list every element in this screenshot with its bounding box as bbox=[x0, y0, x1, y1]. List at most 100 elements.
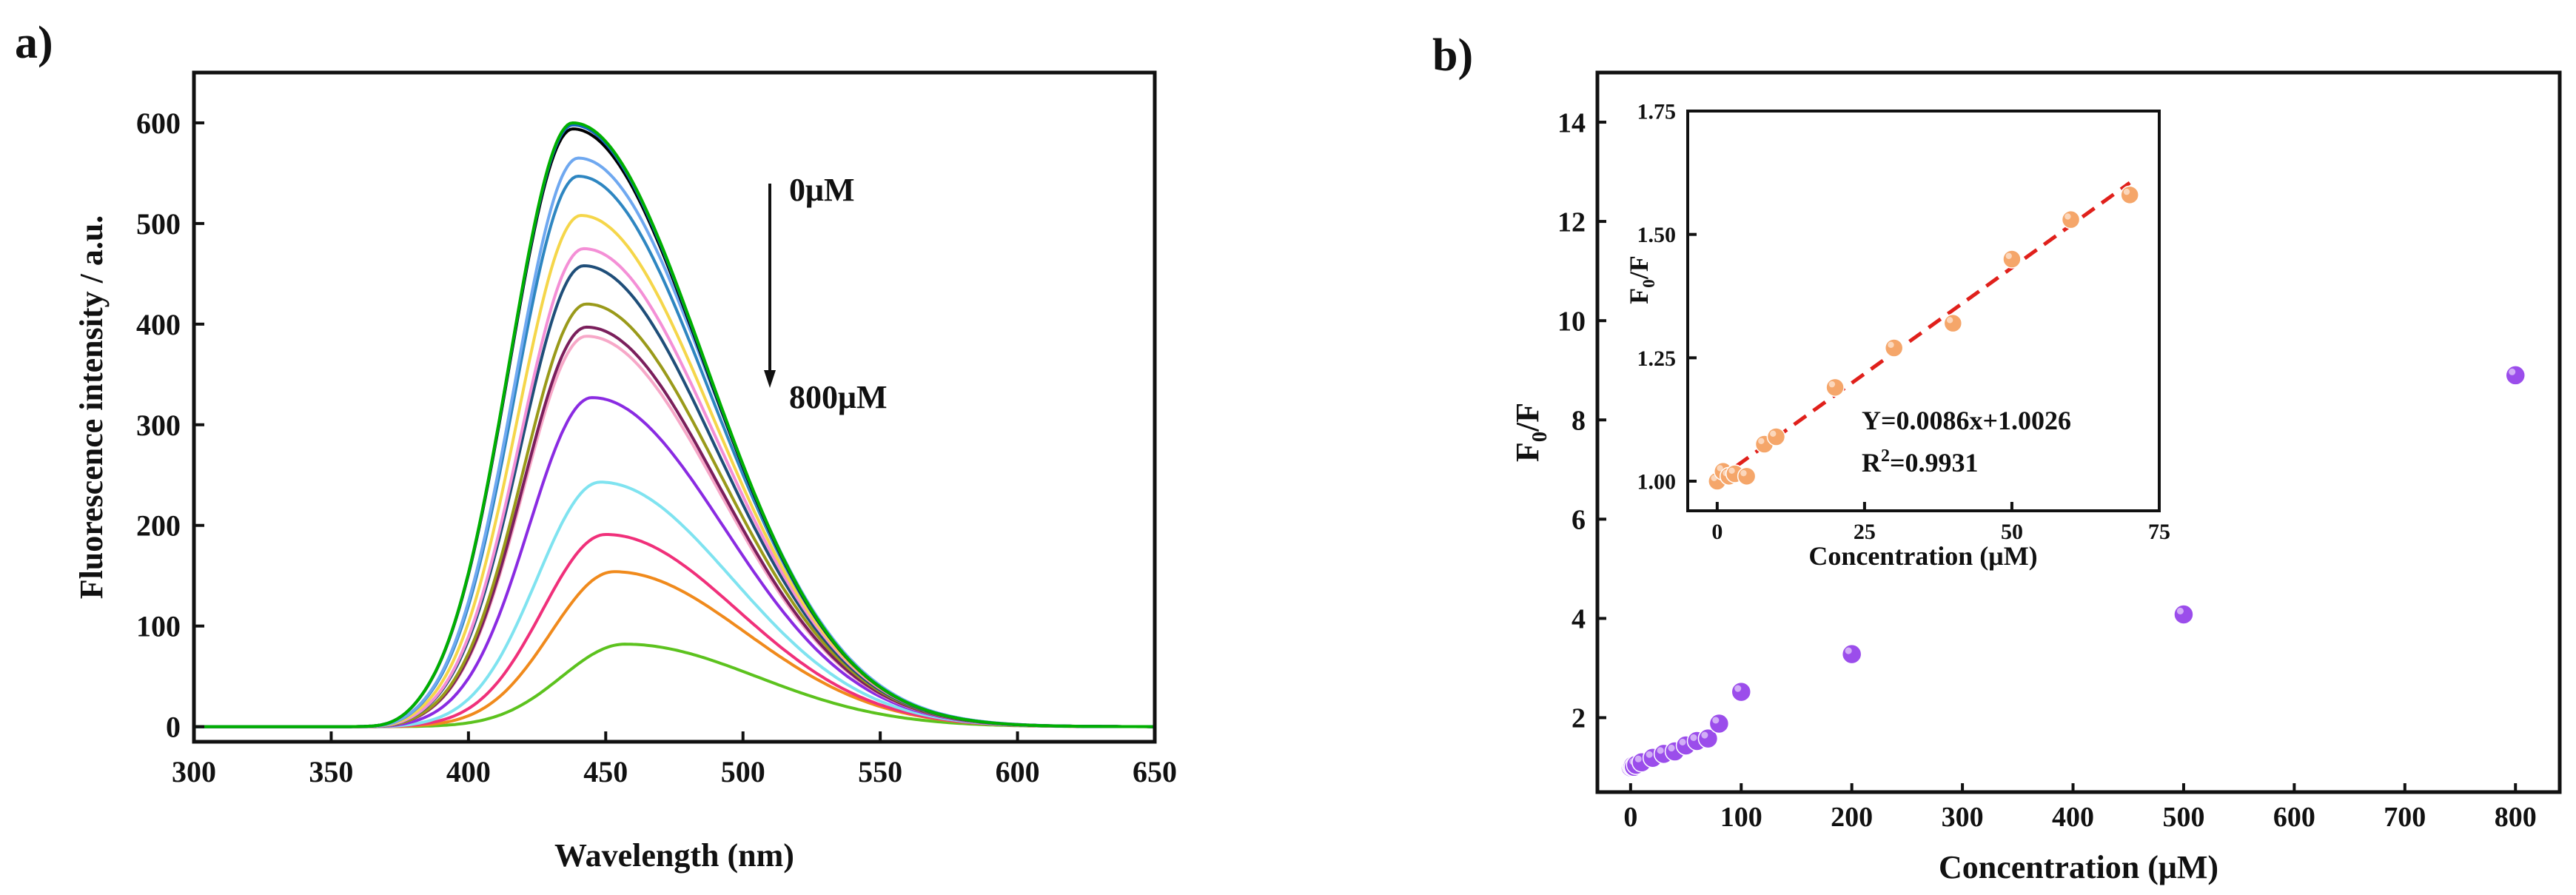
inset-y-tick-label: 1.50 bbox=[1637, 223, 1677, 247]
panel-b-y-tick-label: 14 bbox=[1557, 107, 1586, 138]
panel-b-plot-frame bbox=[1595, 70, 2562, 794]
panel-b-data-point-highlight bbox=[1657, 747, 1664, 754]
panel-a-label: a) bbox=[15, 18, 53, 68]
inset-data-point bbox=[1737, 466, 1757, 486]
inset-y-tick-label: 1.00 bbox=[1637, 470, 1677, 495]
panel-a-y-tick-label: 600 bbox=[136, 107, 181, 140]
inset-x-tick-label: 0 bbox=[1711, 520, 1723, 544]
panel-a-annotation-top: 0μM bbox=[789, 172, 854, 208]
panel-b-x-tick-label: 700 bbox=[2384, 802, 2426, 833]
inset-data-point-highlight bbox=[1888, 341, 1894, 348]
inset-x-tick-label: 75 bbox=[2148, 520, 2170, 544]
panel-b-data-point-highlight bbox=[1646, 751, 1653, 758]
panel-a-y-tick-label: 500 bbox=[136, 207, 181, 241]
inset-data-point bbox=[2002, 249, 2022, 269]
panel-b-data-point-highlight bbox=[1712, 717, 1720, 724]
spectrum-line-c16 bbox=[194, 643, 1155, 728]
spectrum-line-c3 bbox=[194, 127, 1155, 728]
panel-b-x-axis-label: Concentration (μM) bbox=[1939, 849, 2218, 885]
inset-data-point bbox=[1766, 427, 1786, 446]
panel-a-x-tick-label: 300 bbox=[172, 755, 216, 788]
spectrum-line-c13 bbox=[194, 480, 1155, 728]
inset-data-point-highlight bbox=[1828, 381, 1836, 388]
panel-b-y-tick-label: 4 bbox=[1572, 604, 1586, 635]
inset-chart: 0 25 50 75 1.00 1.25 1.50 1.75 Y=0.0086x+1.0026… bbox=[1624, 100, 2170, 571]
inset-data-point bbox=[2120, 185, 2139, 205]
panel-a-x-tick-label: 500 bbox=[721, 755, 765, 788]
panel-b-data-point-highlight bbox=[1679, 738, 1686, 745]
inset-x-axis-label: Concentration (μM) bbox=[1808, 541, 2037, 571]
panel-a-y-tick-label: 100 bbox=[136, 610, 181, 643]
panel-a-x-tick-label: 450 bbox=[583, 755, 628, 788]
inset-fit-line bbox=[1716, 181, 2131, 482]
panel-b-x-tick-label: 600 bbox=[2273, 802, 2315, 833]
panel-b-data-point-highlight bbox=[1634, 755, 1642, 762]
panel-a-annotation-bottom: 800μM bbox=[789, 379, 887, 415]
inset-data-point bbox=[1943, 313, 1963, 333]
panel-b-y-axis-label: F0/F bbox=[1509, 403, 1552, 462]
panel-b-data-point-highlight bbox=[2509, 368, 2516, 375]
panel-a-x-tick-label: 550 bbox=[858, 755, 902, 788]
panel-a-y-tick-label: 200 bbox=[136, 509, 181, 543]
panel-a: a) 300 350 400 450 500 550 600 650 0 100 200 300 400… bbox=[15, 18, 1177, 874]
panel-a-x-tick-label: 350 bbox=[309, 755, 353, 788]
inset-y-tick-label: 1.75 bbox=[1637, 100, 1677, 124]
inset-y-axis-label: F0/F bbox=[1624, 255, 1659, 304]
panel-b-x-tick-label: 100 bbox=[1720, 802, 1762, 833]
spectrum-line-c12 bbox=[194, 396, 1155, 728]
panel-b-data-point bbox=[2173, 604, 2194, 625]
panel-b-y-tick-label: 8 bbox=[1572, 406, 1586, 437]
panel-a-y-tick-label: 0 bbox=[166, 711, 181, 744]
inset-equation: Y=0.0086x+1.0026 bbox=[1862, 406, 2071, 435]
spectrum-line-c2 bbox=[194, 123, 1155, 728]
panel-b-data-point-highlight bbox=[2176, 607, 2184, 615]
inset-data-point-highlight bbox=[1740, 469, 1747, 477]
panel-a-arrow-head bbox=[764, 370, 776, 388]
spectrum-line-c4 bbox=[194, 156, 1155, 728]
panel-b-x-tick-label: 400 bbox=[2052, 802, 2094, 833]
panel-b-data-point-highlight bbox=[1668, 744, 1675, 752]
panel-a-plot-frame bbox=[192, 70, 1157, 744]
panel-b-x-tick-label: 800 bbox=[2495, 802, 2537, 833]
inset-data-point-highlight bbox=[2005, 252, 2012, 259]
inset-data-point-highlight bbox=[1717, 465, 1723, 472]
panel-b-data-point bbox=[1708, 713, 1730, 734]
panel-b-data-point-highlight bbox=[1734, 685, 1742, 692]
panel-b-data-point-highlight bbox=[1690, 734, 1697, 741]
spectrum-line-c1 bbox=[194, 121, 1155, 728]
spectrum-line-c5 bbox=[194, 174, 1155, 728]
panel-a-x-tick-label: 400 bbox=[446, 755, 491, 788]
panel-b-y-tick-label: 2 bbox=[1572, 703, 1586, 734]
inset-data-point bbox=[1825, 378, 1845, 398]
inset-data-point-highlight bbox=[2123, 188, 2130, 195]
inset-data-point-highlight bbox=[2065, 213, 2071, 220]
inset-data-point bbox=[1884, 338, 1904, 358]
panel-a-x-tick-label: 650 bbox=[1133, 755, 1177, 788]
panel-b-data-point bbox=[2505, 365, 2526, 386]
spectrum-line-c14 bbox=[194, 533, 1155, 728]
panel-b-x-tick-label: 300 bbox=[1942, 802, 1984, 833]
spectrum-line-c8 bbox=[194, 264, 1155, 728]
panel-a-y-tick-label: 300 bbox=[136, 409, 181, 442]
inset-y-tick-label: 1.25 bbox=[1637, 346, 1677, 371]
inset-data-point-highlight bbox=[1728, 467, 1735, 474]
inset-data-point bbox=[2061, 209, 2081, 229]
panel-b-data-point-highlight bbox=[1701, 731, 1708, 739]
inset-data-point-highlight bbox=[1946, 317, 1953, 324]
panel-a-y-tick-label: 400 bbox=[136, 308, 181, 341]
panel-a-y-axis-label: Fluorescence intensity / a.u. bbox=[73, 215, 110, 600]
spectrum-line-c11 bbox=[194, 335, 1155, 728]
panel-b-data-point-highlight bbox=[1845, 647, 1852, 654]
panel-b-y-tick-label: 6 bbox=[1572, 505, 1586, 536]
panel-b-x-tick-label: 200 bbox=[1831, 802, 1873, 833]
panel-a-x-axis-label: Wavelength (nm) bbox=[554, 837, 794, 874]
panel-b-label: b) bbox=[1432, 30, 1473, 81]
panel-a-x-tick-label: 600 bbox=[996, 755, 1040, 788]
panel-b-y-tick-label: 12 bbox=[1557, 207, 1586, 238]
inset-x-tick-label: 50 bbox=[2001, 520, 2023, 544]
inset-data-point-highlight bbox=[1758, 438, 1765, 444]
spectrum-line-c7 bbox=[194, 247, 1155, 728]
inset-x-tick-label: 25 bbox=[1854, 520, 1876, 544]
